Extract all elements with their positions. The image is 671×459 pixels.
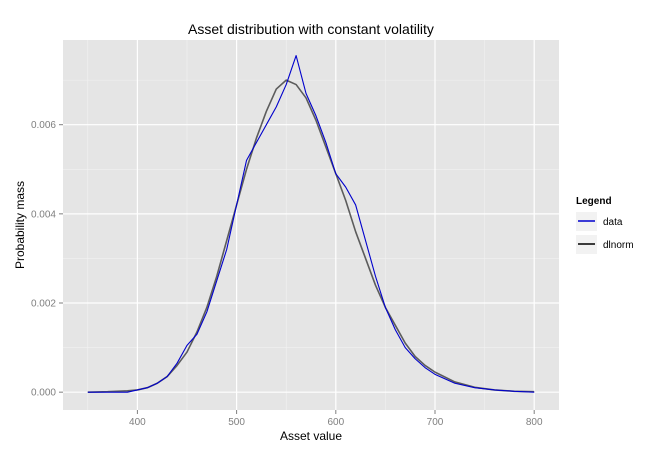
legend: Legend data dlnorm: [576, 196, 634, 254]
series-lines: [87, 55, 535, 393]
x-tick-label: 500: [228, 417, 245, 428]
y-tick-label: 0.004: [31, 209, 56, 220]
chart-title: Asset distribution with constant volatil…: [188, 21, 434, 37]
x-tick-label: 800: [526, 417, 543, 428]
legend-label-data: data: [603, 217, 623, 228]
y-tick-label: 0.000: [31, 388, 56, 399]
y-axis-label: Probability mass: [13, 181, 27, 269]
y-tick-label: 0.002: [31, 299, 56, 310]
axes: 400 500 600 700 800 0.000 0.002 0.004 0.006: [31, 120, 543, 428]
series-line-data: [87, 55, 535, 393]
x-tick-label: 600: [327, 417, 344, 428]
legend-title: Legend: [576, 196, 612, 207]
y-tick-label: 0.006: [31, 120, 56, 131]
plot-panel: [63, 40, 559, 410]
x-axis-label: Asset value: [280, 429, 342, 443]
legend-label-dlnorm: dlnorm: [603, 240, 634, 251]
x-tick-label: 400: [129, 417, 146, 428]
x-tick-label: 700: [427, 417, 444, 428]
grid-lines: [63, 40, 559, 410]
